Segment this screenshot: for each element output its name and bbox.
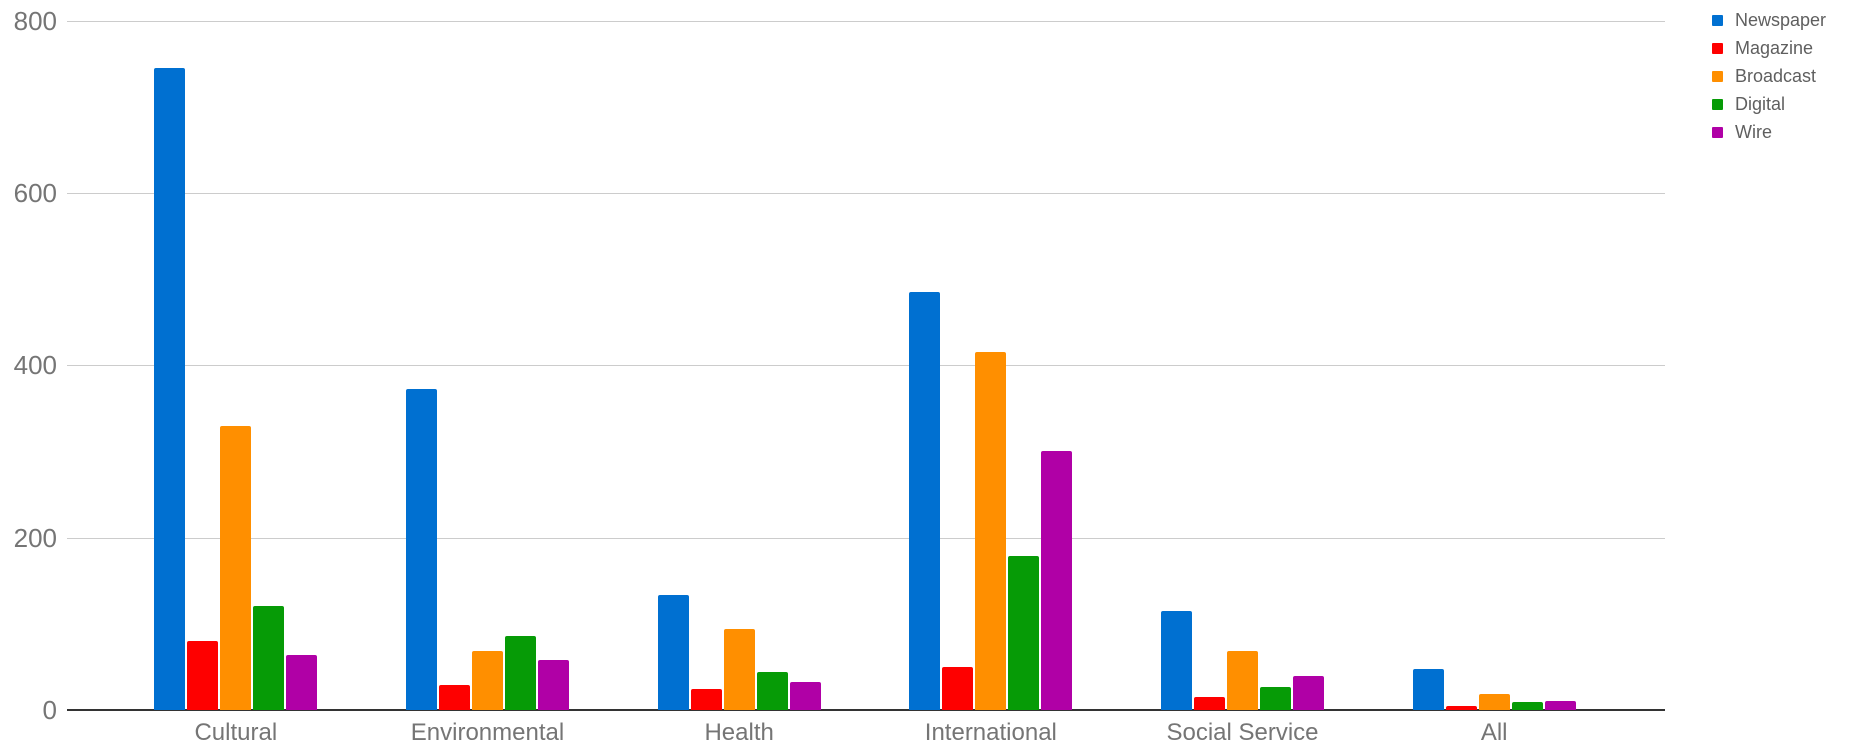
legend-item-broadcast[interactable]: Broadcast	[1712, 62, 1826, 90]
legend-swatch-newspaper	[1712, 14, 1723, 26]
bar-newspaper-health[interactable]	[657, 595, 689, 710]
legend-label-wire: Wire	[1735, 121, 1772, 142]
bar-digital-all[interactable]	[1511, 702, 1543, 710]
bar-magazine-international[interactable]	[942, 667, 974, 710]
legend-label-broadcast: Broadcast	[1735, 65, 1817, 86]
bar-broadcast-environmental[interactable]	[472, 651, 503, 710]
legend-item-digital[interactable]: Digital	[1712, 90, 1826, 118]
bar-newspaper-all[interactable]	[1412, 669, 1444, 710]
x-axis-category-label-international: International	[924, 719, 1057, 746]
x-axis-category-label-environmental: Environmental	[410, 719, 565, 746]
y-axis-tick-label-200: 200	[13, 522, 57, 553]
legend: Newspaper Magazine Broadcast Digital Wire	[1712, 6, 1826, 146]
x-axis-category-label-health: Health	[704, 719, 774, 746]
bar-magazine-social-service[interactable]	[1194, 697, 1225, 710]
bar-magazine-cultural[interactable]	[187, 641, 219, 710]
bar-newspaper-social-service[interactable]	[1161, 611, 1192, 710]
bar-wire-cultural[interactable]	[286, 655, 318, 710]
bar-digital-international[interactable]	[1008, 556, 1040, 710]
bar-wire-health[interactable]	[789, 682, 821, 710]
legend-item-magazine[interactable]: Magazine	[1712, 34, 1826, 62]
bar-newspaper-international[interactable]	[909, 292, 941, 710]
legend-swatch-digital	[1712, 98, 1723, 110]
legend-label-newspaper: Newspaper	[1735, 9, 1827, 30]
bar-magazine-health[interactable]	[690, 689, 722, 710]
bar-group-all	[1412, 669, 1576, 710]
bar-digital-cultural[interactable]	[253, 606, 285, 710]
bar-broadcast-social-service[interactable]	[1227, 651, 1258, 710]
bar-broadcast-health[interactable]	[723, 629, 755, 710]
bar-digital-environmental[interactable]	[505, 636, 536, 710]
bar-wire-all[interactable]	[1544, 701, 1576, 710]
bar-broadcast-international[interactable]	[975, 352, 1007, 710]
legend-item-newspaper[interactable]: Newspaper	[1712, 6, 1826, 34]
x-axis-category-label-cultural: Cultural	[194, 719, 278, 746]
y-axis-tick-label-400: 400	[13, 350, 57, 381]
gridline-600	[67, 193, 1665, 194]
bar-group-health	[657, 595, 821, 710]
x-axis-line	[67, 709, 1665, 711]
gridline-400	[67, 365, 1665, 366]
bar-group-social-service	[1161, 611, 1324, 710]
legend-item-wire[interactable]: Wire	[1712, 118, 1826, 146]
bar-digital-health[interactable]	[756, 672, 788, 710]
x-axis-category-label-social-service: Social Service	[1166, 719, 1319, 746]
legend-swatch-magazine	[1712, 42, 1723, 54]
legend-label-digital: Digital	[1735, 93, 1786, 114]
bar-newspaper-cultural[interactable]	[154, 68, 186, 710]
bar-wire-international[interactable]	[1041, 451, 1073, 710]
y-axis-tick-label-0: 0	[42, 695, 57, 725]
bar-magazine-environmental[interactable]	[439, 685, 470, 710]
bar-wire-social-service[interactable]	[1293, 676, 1324, 710]
y-axis-tick-label-600: 600	[13, 177, 57, 208]
bar-group-environmental	[406, 389, 569, 710]
bar-newspaper-environmental[interactable]	[406, 389, 437, 710]
legend-swatch-wire	[1712, 126, 1723, 138]
gridline-800	[67, 21, 1665, 22]
bar-group-international	[909, 292, 1073, 710]
bar-wire-environmental[interactable]	[538, 660, 569, 710]
y-axis-tick-label-800: 800	[13, 5, 57, 36]
x-axis-category-label-all: All	[1480, 719, 1508, 746]
bar-group-cultural	[154, 68, 318, 710]
bar-broadcast-all[interactable]	[1478, 694, 1510, 710]
gridline-200	[67, 538, 1665, 539]
legend-swatch-broadcast	[1712, 70, 1723, 82]
bar-digital-social-service[interactable]	[1260, 687, 1291, 710]
bar-broadcast-cultural[interactable]	[220, 426, 252, 710]
legend-label-magazine: Magazine	[1735, 37, 1814, 58]
bar-magazine-all[interactable]	[1445, 706, 1477, 710]
